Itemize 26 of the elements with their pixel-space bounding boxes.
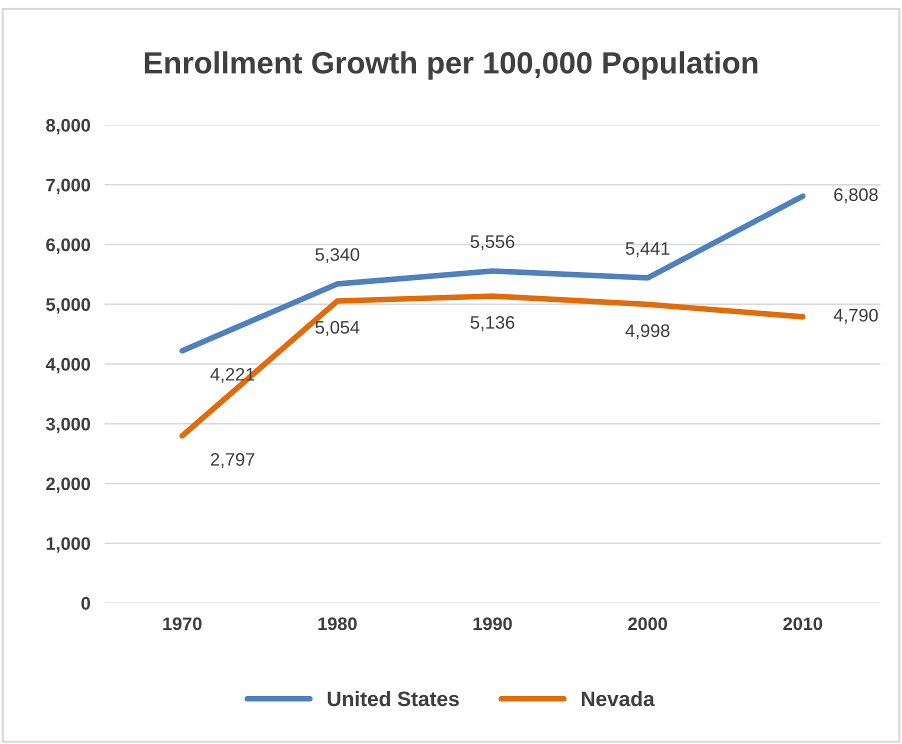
chart-title: Enrollment Growth per 100,000 Population xyxy=(144,51,758,80)
y-tick-label: 2,000 xyxy=(46,477,90,493)
y-tick-label: 8,000 xyxy=(46,118,90,134)
data-label: 5,441 xyxy=(626,242,670,258)
y-tick-label: 4,000 xyxy=(46,358,90,374)
x-tick-label: 1980 xyxy=(318,617,357,630)
y-tick-label: 6,000 xyxy=(46,238,90,254)
data-label: 5,556 xyxy=(470,235,514,250)
x-tick-label: 1970 xyxy=(163,617,202,630)
data-label: 5,340 xyxy=(315,248,360,264)
data-label: 4,998 xyxy=(625,324,670,340)
data-label: 5,054 xyxy=(315,320,360,336)
x-tick-label: 1990 xyxy=(474,617,512,630)
y-tick-label: 5,000 xyxy=(46,298,90,314)
x-tick-label: 2010 xyxy=(783,617,822,630)
data-label: 4,790 xyxy=(834,308,878,324)
y-tick-label: 3,000 xyxy=(46,418,90,434)
legend-label: United States xyxy=(328,690,459,706)
legend-label: Nevada xyxy=(582,690,655,706)
data-label: 2,797 xyxy=(210,453,254,468)
data-label: 5,136 xyxy=(470,316,514,331)
y-tick-label: 7,000 xyxy=(46,178,90,194)
y-tick-label: 0 xyxy=(81,596,90,610)
data-label: 6,808 xyxy=(834,188,878,204)
x-tick-label: 2000 xyxy=(628,617,667,630)
y-tick-label: 1,000 xyxy=(46,537,90,553)
